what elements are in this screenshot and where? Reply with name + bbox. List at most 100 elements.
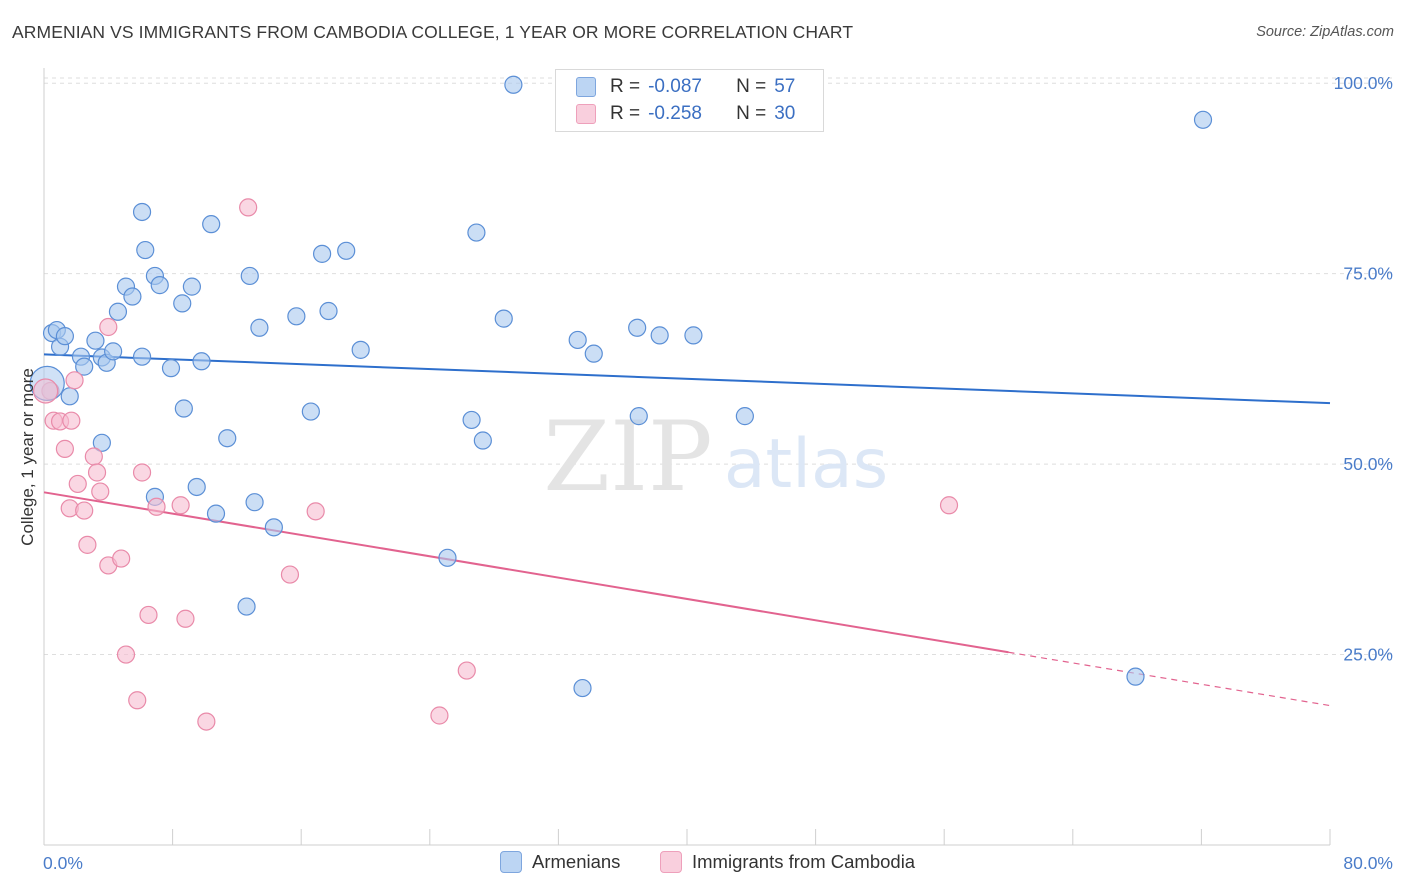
point-cambodia	[128, 691, 147, 710]
point-armenians	[684, 326, 703, 345]
point-armenians	[438, 548, 457, 567]
series-label-armenians: Armenians	[532, 851, 621, 872]
point-armenians	[568, 330, 587, 350]
point-armenians	[240, 266, 259, 286]
y-tick-label: 75.0%	[1343, 264, 1393, 284]
point-armenians	[108, 302, 128, 321]
point-armenians	[104, 342, 123, 361]
point-armenians	[202, 215, 221, 234]
point-cambodia	[306, 502, 325, 521]
source-credit: Source: ZipAtlas.com	[1256, 24, 1394, 40]
point-armenians	[467, 223, 486, 242]
point-armenians	[161, 359, 181, 378]
axes	[43, 68, 1331, 846]
point-armenians	[504, 75, 523, 94]
point-cambodia-cluster	[33, 378, 59, 404]
point-armenians	[55, 327, 74, 346]
point-cambodia	[197, 712, 216, 731]
point-armenians	[1193, 110, 1213, 129]
point-cambodia	[112, 549, 131, 568]
point-armenians	[473, 431, 492, 450]
y-tick-label: 50.0%	[1343, 454, 1393, 474]
point-armenians	[650, 326, 669, 345]
legend-row-cambodia: R = -0.258 N = 30	[576, 101, 795, 127]
point-cambodia	[99, 317, 118, 337]
point-armenians	[301, 402, 320, 421]
point-armenians	[136, 240, 155, 260]
point-armenians	[462, 410, 481, 430]
point-armenians	[86, 331, 105, 350]
series-label-cambodia: Immigrants from Cambodia	[692, 851, 916, 872]
point-cambodia	[239, 198, 258, 217]
y-tick-label: 25.0%	[1343, 645, 1393, 665]
point-armenians	[584, 344, 603, 363]
legend-swatch-blue	[576, 77, 596, 97]
point-armenians	[75, 357, 94, 376]
point-armenians	[628, 318, 647, 337]
point-cambodia	[139, 605, 158, 625]
point-armenians	[132, 202, 152, 222]
watermark-zip: ZIP	[543, 401, 712, 513]
point-armenians	[206, 504, 226, 523]
point-cambodia	[87, 463, 107, 482]
point-armenians	[192, 352, 211, 371]
legend-n-label: N =	[736, 76, 767, 97]
point-armenians	[237, 597, 256, 616]
correlation-legend: R = -0.087 N = 57 R = -0.258 N = 30	[555, 69, 824, 132]
point-cambodia	[457, 661, 476, 680]
point-cambodia	[84, 447, 103, 466]
trend-line-cambodia	[43, 491, 1009, 654]
point-cambodia	[78, 535, 97, 554]
series-legend-cambodia: Immigrants from Cambodia	[660, 851, 915, 873]
point-cambodia	[430, 706, 449, 725]
point-cambodia	[171, 496, 190, 515]
point-armenians	[1126, 667, 1145, 686]
legend-r-value: -0.087	[648, 76, 702, 97]
point-cambodia	[68, 474, 87, 494]
point-armenians	[735, 407, 754, 426]
legend-r-label: R =	[610, 103, 641, 124]
legend-row-armenians: R = -0.087 N = 57	[576, 74, 795, 100]
point-cambodia	[62, 411, 81, 430]
point-armenians	[173, 294, 192, 313]
point-armenians	[264, 518, 283, 537]
point-cambodia	[65, 371, 84, 390]
tick-labels: 25.0% 50.0% 75.0% 100.0% 0.0% 80.0%	[43, 73, 1393, 873]
point-armenians	[287, 307, 306, 326]
point-cambodia	[75, 501, 94, 520]
watermark-atlas: atlas	[724, 425, 888, 504]
gridlines	[44, 77, 1392, 656]
y-tick-label: 100.0%	[1334, 73, 1393, 93]
point-armenians	[629, 407, 648, 426]
point-armenians	[218, 429, 237, 448]
point-cambodia	[132, 463, 152, 482]
point-armenians	[573, 678, 592, 698]
trend-line-cambodia-extrapolated	[1008, 651, 1331, 707]
point-cambodia	[116, 645, 136, 664]
point-cambodia	[176, 609, 195, 628]
point-armenians	[60, 387, 79, 406]
point-cambodia	[91, 482, 110, 501]
x-tick-label: 0.0%	[43, 853, 83, 873]
legend-r-value: -0.258	[648, 103, 702, 124]
point-cambodia	[939, 496, 959, 515]
series-legend: Armenians Immigrants from Cambodia	[0, 851, 1406, 877]
legend-n-label: N =	[736, 103, 767, 124]
series-swatch-blue	[500, 851, 522, 873]
series-legend-armenians: Armenians	[500, 851, 620, 873]
point-cambodia	[55, 439, 74, 458]
series-swatch-pink	[660, 851, 682, 873]
legend-n-value: 30	[774, 103, 796, 124]
point-cambodia	[280, 565, 300, 584]
point-armenians	[245, 493, 264, 512]
point-armenians	[351, 340, 370, 359]
point-armenians	[132, 347, 152, 366]
data-points	[29, 75, 1213, 731]
point-cambodia	[147, 497, 166, 516]
watermark: ZIP atlas	[543, 401, 888, 513]
point-armenians	[187, 477, 206, 497]
chart-title: ARMENIAN VS IMMIGRANTS FROM CAMBODIA COL…	[12, 22, 854, 42]
point-armenians	[150, 276, 169, 295]
point-armenians	[319, 301, 338, 321]
